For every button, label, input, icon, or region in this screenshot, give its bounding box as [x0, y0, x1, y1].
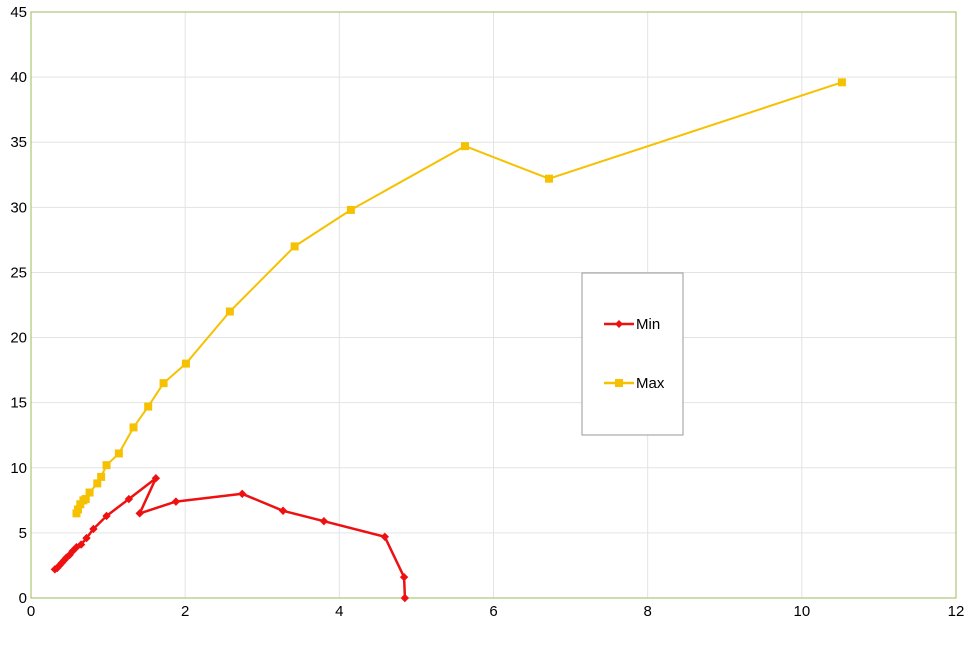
y-tick-label: 20	[10, 330, 27, 347]
y-tick-label: 5	[19, 525, 27, 542]
data-point-max	[225, 307, 234, 316]
data-point-min	[238, 489, 247, 499]
legend: Min Max	[581, 272, 684, 436]
data-point-max	[144, 402, 153, 411]
data-point-max	[114, 449, 123, 458]
data-point-max	[129, 423, 138, 432]
y-tick-label: 40	[10, 69, 27, 86]
data-point-min	[399, 572, 409, 582]
data-point-min	[53, 563, 62, 573]
data-point-max	[102, 461, 111, 470]
y-tick-label: 0	[19, 590, 27, 607]
series-group	[50, 78, 846, 603]
y-tick-label: 15	[10, 395, 27, 412]
data-point-min	[72, 543, 81, 552]
series-min	[50, 473, 410, 603]
y-tick-label: 45	[10, 4, 27, 21]
x-tick-label: 2	[181, 603, 189, 620]
data-point-min	[380, 532, 390, 541]
data-point-max	[346, 205, 355, 214]
y-tick-label: 30	[10, 199, 27, 216]
data-point-min	[76, 540, 86, 549]
legend-box	[581, 272, 684, 436]
data-point-min	[151, 473, 161, 483]
x-tick-label: 8	[643, 603, 651, 620]
legend-max-square-marker	[615, 379, 623, 387]
x-tick-label: 4	[335, 603, 343, 620]
y-tick-label: 35	[10, 134, 27, 151]
data-point-max	[159, 379, 168, 388]
legend-item-max: Max	[604, 375, 665, 392]
data-point-max	[81, 495, 90, 504]
data-point-min	[124, 494, 134, 504]
legend-min-diamond-marker	[615, 320, 623, 328]
data-point-max	[837, 78, 846, 87]
data-point-min	[171, 497, 181, 506]
y-tick-label: 25	[10, 264, 27, 281]
x-tick-label: 6	[489, 603, 497, 620]
series-max	[72, 78, 846, 518]
data-point-min	[57, 558, 67, 568]
legend-min-label: Min	[636, 316, 660, 333]
data-point-min	[278, 506, 288, 515]
data-point-max	[97, 472, 106, 481]
data-point-max	[74, 505, 83, 514]
data-point-min	[65, 550, 74, 560]
plot-area-border	[30, 11, 957, 599]
legend-max-label: Max	[636, 375, 665, 392]
data-point-min	[319, 516, 329, 526]
data-point-min	[400, 593, 410, 603]
x-tick-label: 10	[793, 603, 810, 620]
data-point-min	[135, 509, 144, 518]
legend-item-min: Min	[604, 316, 660, 333]
data-point-max	[290, 242, 299, 251]
x-tick-label: 12	[948, 603, 965, 620]
data-point-min	[82, 533, 91, 543]
gridlines	[31, 12, 956, 598]
data-point-max	[93, 479, 102, 488]
data-point-max	[545, 174, 553, 183]
tick-labels: 0 5 10 15 20 25 30 35 40 45 0 2 4 6 8 10 12	[10, 4, 964, 620]
data-point-max	[181, 359, 190, 368]
y-tick-label: 10	[10, 460, 27, 477]
x-tick-label: 0	[27, 603, 35, 620]
data-point-min	[89, 524, 98, 534]
data-point-max	[460, 142, 469, 151]
data-point-max	[85, 488, 94, 497]
data-point-min	[102, 511, 111, 521]
